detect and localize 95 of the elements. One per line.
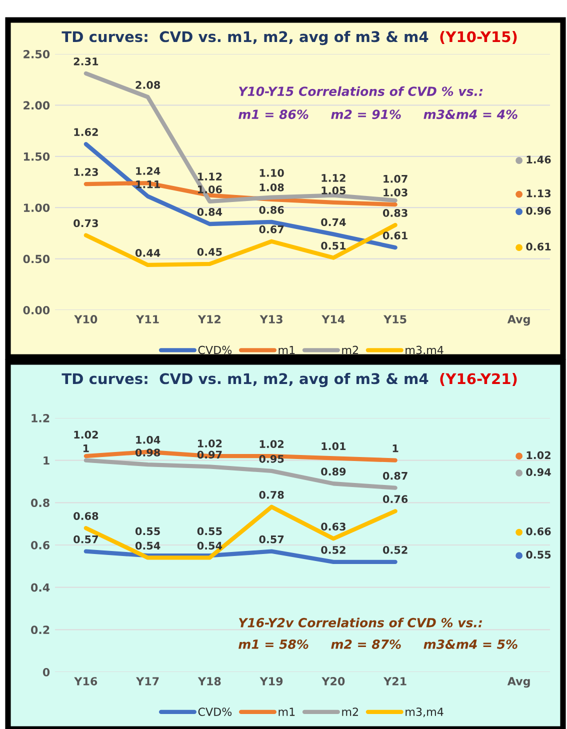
data-label: 1.03 [384, 188, 408, 196]
legend-label: m3,m4 [406, 708, 444, 718]
data-label: 0.52 [321, 546, 346, 554]
data-label: 0.61 [382, 232, 408, 240]
data-label: 0.55 [197, 527, 222, 536]
data-label: 0.67 [259, 225, 284, 234]
y-tick-label: 1.50 [24, 152, 50, 161]
x-tick-label: Y12 [198, 315, 220, 324]
legend-label: m1 [278, 708, 295, 716]
data-label: 0.55 [526, 550, 551, 559]
data-label: 0.89 [321, 468, 346, 476]
chart-subtitle: (Y16-Y21) [440, 372, 517, 386]
annotation: Y10-Y15 Correlations of CVD % vs.: [238, 86, 483, 96]
data-label: 1.13 [526, 189, 551, 198]
data-label: 0.54 [197, 542, 222, 550]
data-label: 0.51 [321, 242, 346, 250]
data-label: 2.31 [74, 57, 98, 66]
data-label: 0.45 [197, 248, 222, 256]
data-label: 1.24 [136, 167, 160, 175]
x-tick-label: Y20 [322, 677, 345, 686]
data-label: 0.61 [526, 242, 551, 251]
data-label: 1.10 [260, 168, 284, 177]
data-label: 0.57 [259, 535, 284, 544]
y-tick-label: 0.6 [30, 540, 50, 550]
x-tick-label: Y18 [198, 677, 221, 686]
data-label: 0.66 [526, 527, 551, 536]
y-tick-label: 1.2 [32, 414, 50, 422]
y-tick-label: 0.50 [23, 254, 50, 264]
data-label: 0.94 [526, 468, 551, 476]
legend-label: m1 [278, 346, 295, 354]
data-label: 0.57 [74, 535, 98, 544]
annotation: m1 = 86% m2 = 91% m3&m4 = 4% [238, 110, 518, 120]
data-label: 1.08 [260, 183, 284, 192]
annotation: m1 = 58% m2 = 87% m3&m4 = 5% [238, 640, 518, 649]
data-label: 1.04 [136, 436, 160, 444]
data-label: 0.52 [382, 546, 408, 554]
data-label: 1.06 [198, 185, 222, 194]
data-label: 1 [83, 444, 89, 452]
x-tick-label: Y15 [383, 315, 406, 324]
data-label: 0.63 [321, 522, 346, 531]
legend-label: m2 [342, 708, 358, 716]
x-tick-label: Avg [507, 677, 530, 688]
y-tick-label: 0 [42, 668, 50, 676]
data-label: 1.62 [74, 128, 98, 136]
chart-subtitle: (Y10-Y15) [440, 30, 517, 44]
data-label: 1.05 [322, 186, 346, 194]
y-tick-label: 0.00 [23, 306, 50, 314]
y-tick-label: 1 [44, 456, 50, 465]
data-label: 1.23 [74, 168, 98, 176]
data-label: 0.84 [197, 208, 222, 216]
data-label: 1 [392, 444, 398, 452]
x-tick-label: Y11 [136, 315, 159, 324]
x-tick-label: Y17 [136, 677, 159, 686]
data-label: 0.96 [526, 206, 551, 215]
data-label: 0.76 [382, 495, 408, 504]
y-tick-label: 0.8 [30, 498, 50, 508]
data-label: 1.02 [526, 451, 550, 460]
data-label: 2.08 [136, 81, 160, 89]
y-tick-label: 0.2 [30, 626, 50, 634]
data-label: 0.74 [321, 218, 346, 226]
data-label: 0.87 [382, 472, 408, 480]
x-tick-label: Y19 [260, 677, 283, 686]
legend-label: m3,m4 [406, 346, 444, 356]
chart-title: TD curves: CVD vs. m1, m2, avg of m3 & m4 [62, 30, 428, 46]
data-label: 1.02 [198, 440, 222, 448]
data-label: 0.55 [135, 527, 160, 536]
data-label: 0.86 [259, 206, 284, 214]
x-tick-label: Avg [507, 315, 530, 326]
data-label: 1.12 [198, 172, 222, 180]
data-label: 1.01 [322, 442, 346, 450]
data-label: 0.54 [135, 542, 160, 550]
data-label: 0.73 [74, 219, 98, 228]
annotation: Y16-Y2v Correlations of CVD % vs.: [238, 618, 482, 628]
y-tick-label: 2.00 [24, 101, 50, 110]
legend-label: CVD% [198, 346, 232, 354]
data-label: 1.02 [260, 440, 284, 448]
data-label: 1.12 [322, 174, 346, 182]
data-label: 0.68 [74, 512, 98, 520]
x-tick-label: Y21 [383, 677, 406, 686]
data-label: 1.02 [74, 430, 98, 439]
data-label: 0.44 [135, 248, 160, 257]
data-label: 1.46 [526, 156, 551, 164]
data-label: 0.78 [259, 490, 284, 499]
y-tick-label: 0.4 [30, 583, 50, 592]
x-tick-label: Y13 [260, 315, 282, 324]
data-label: 1.07 [384, 174, 408, 183]
y-tick-label: 1.00 [24, 204, 50, 212]
chart-title: TD curves: CVD vs. m1, m2, avg of m3 & m4 [62, 372, 428, 388]
y-tick-label: 2.50 [24, 50, 50, 58]
legend-label: CVD% [198, 708, 232, 716]
legend-label: m2 [342, 346, 358, 354]
x-tick-label: Y16 [74, 677, 98, 686]
x-tick-label: Y10 [74, 315, 98, 324]
x-tick-label: Y14 [322, 315, 345, 324]
data-label: 0.83 [382, 209, 408, 217]
